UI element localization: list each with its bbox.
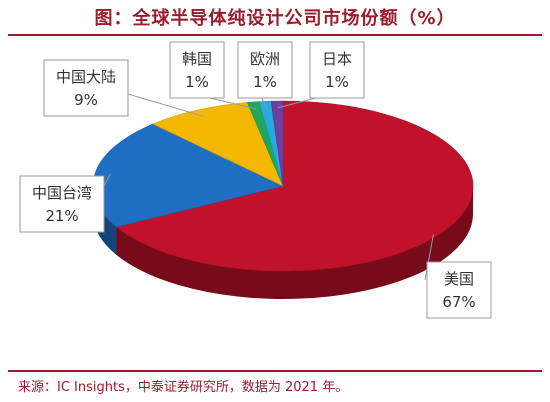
slice-2-category-label: 中国大陆 bbox=[56, 68, 116, 86]
slice-1-category-label: 中国台湾 bbox=[32, 184, 92, 202]
source-note: 来源：IC Insights，中泰证券研究所，数据为 2021 年。 bbox=[18, 380, 349, 395]
title-divider bbox=[8, 34, 542, 36]
slice-4-category-label: 欧洲 bbox=[250, 50, 280, 68]
slice-1-side bbox=[93, 186, 117, 255]
slice-0-value-label: 67% bbox=[442, 293, 475, 311]
slice-5-label-box bbox=[309, 41, 365, 99]
slice-4-label-box bbox=[237, 41, 293, 99]
slice-0-leader-line bbox=[424, 234, 434, 281]
slice-5-value-label: 1% bbox=[325, 73, 349, 91]
source-divider bbox=[8, 370, 542, 372]
slice-2-leader-line bbox=[127, 93, 204, 117]
slice-0-label-box bbox=[426, 261, 492, 319]
chart-title: 图：全球半导体纯设计公司市场份额（%） bbox=[94, 8, 456, 29]
slice-0-side bbox=[116, 186, 474, 300]
slice-3-label-box bbox=[169, 41, 225, 99]
slice-5-leader-line bbox=[277, 97, 317, 109]
slice-2-value-label: 9% bbox=[74, 91, 98, 109]
pie-slices bbox=[92, 100, 474, 272]
slice-0-wedge bbox=[115, 100, 474, 272]
pie-chart: 美国 67% 中国台湾 21% 中国大陆 9% 韩国 1% 欧洲 1% 日本 1% bbox=[19, 41, 492, 319]
slice-5-wedge bbox=[270, 100, 284, 187]
slice-1-value-label: 21% bbox=[45, 207, 78, 225]
slice-3-category-label: 韩国 bbox=[182, 50, 212, 68]
slice-1-wedge bbox=[92, 123, 284, 228]
slice-1-label-box bbox=[19, 175, 105, 233]
slice-3-value-label: 1% bbox=[185, 73, 209, 91]
slice-4-value-label: 1% bbox=[253, 73, 277, 91]
slice-1-leader-line bbox=[103, 173, 111, 187]
slice-2-label-box bbox=[43, 59, 129, 117]
pie-sides bbox=[93, 186, 474, 300]
slice-0-category-label: 美国 bbox=[444, 270, 474, 288]
slice-2-wedge bbox=[152, 102, 284, 187]
pie-labels: 美国 67% 中国台湾 21% 中国大陆 9% 韩国 1% 欧洲 1% 日本 1% bbox=[19, 41, 492, 319]
slice-4-leader-line bbox=[261, 97, 268, 109]
slice-3-leader-line bbox=[209, 97, 256, 110]
slice-5-category-label: 日本 bbox=[322, 50, 352, 68]
